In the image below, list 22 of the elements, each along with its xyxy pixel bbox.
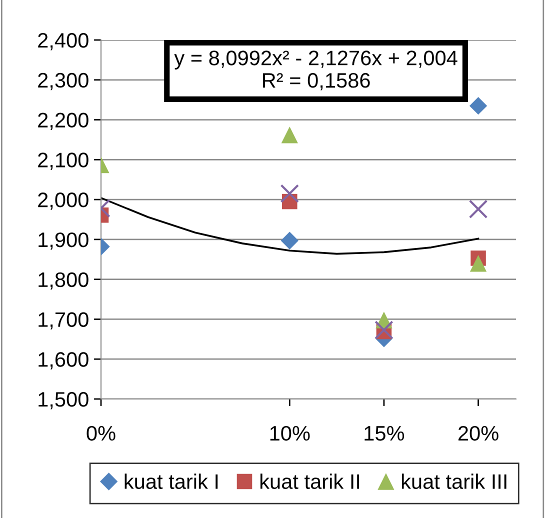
y-tick-label: 1,700 [38,312,88,330]
y-tick-label: 2,300 [38,72,88,90]
point [374,320,394,340]
x-tick-label: 15% [364,426,404,441]
x-tick-label: 20% [458,426,498,441]
y-tick-label: 1,500 [38,392,88,410]
y-tick-label: 2,100 [38,152,88,170]
y-tick-label: 2,400 [38,33,88,50]
y-tick-label: 2,000 [38,192,88,210]
x-tick-label: 0% [86,426,116,441]
point [469,96,488,115]
y-tick-label: 2,200 [38,112,88,130]
point [468,200,488,219]
y-tick-label: 1,800 [38,272,88,290]
legend-label: kuat tarik III [402,474,506,489]
y-tick-label: 1,600 [38,352,88,370]
legend-label: kuat tarik I [124,474,218,489]
legend-label: kuat tarik II [260,474,360,489]
x-tick-label: 10% [270,426,310,441]
y-tick-label: 1,900 [38,232,88,250]
point [470,255,487,272]
annotation: y = 8,0992x² - 2,1276x + 2,004 R² = 0,1586 [174,50,458,90]
